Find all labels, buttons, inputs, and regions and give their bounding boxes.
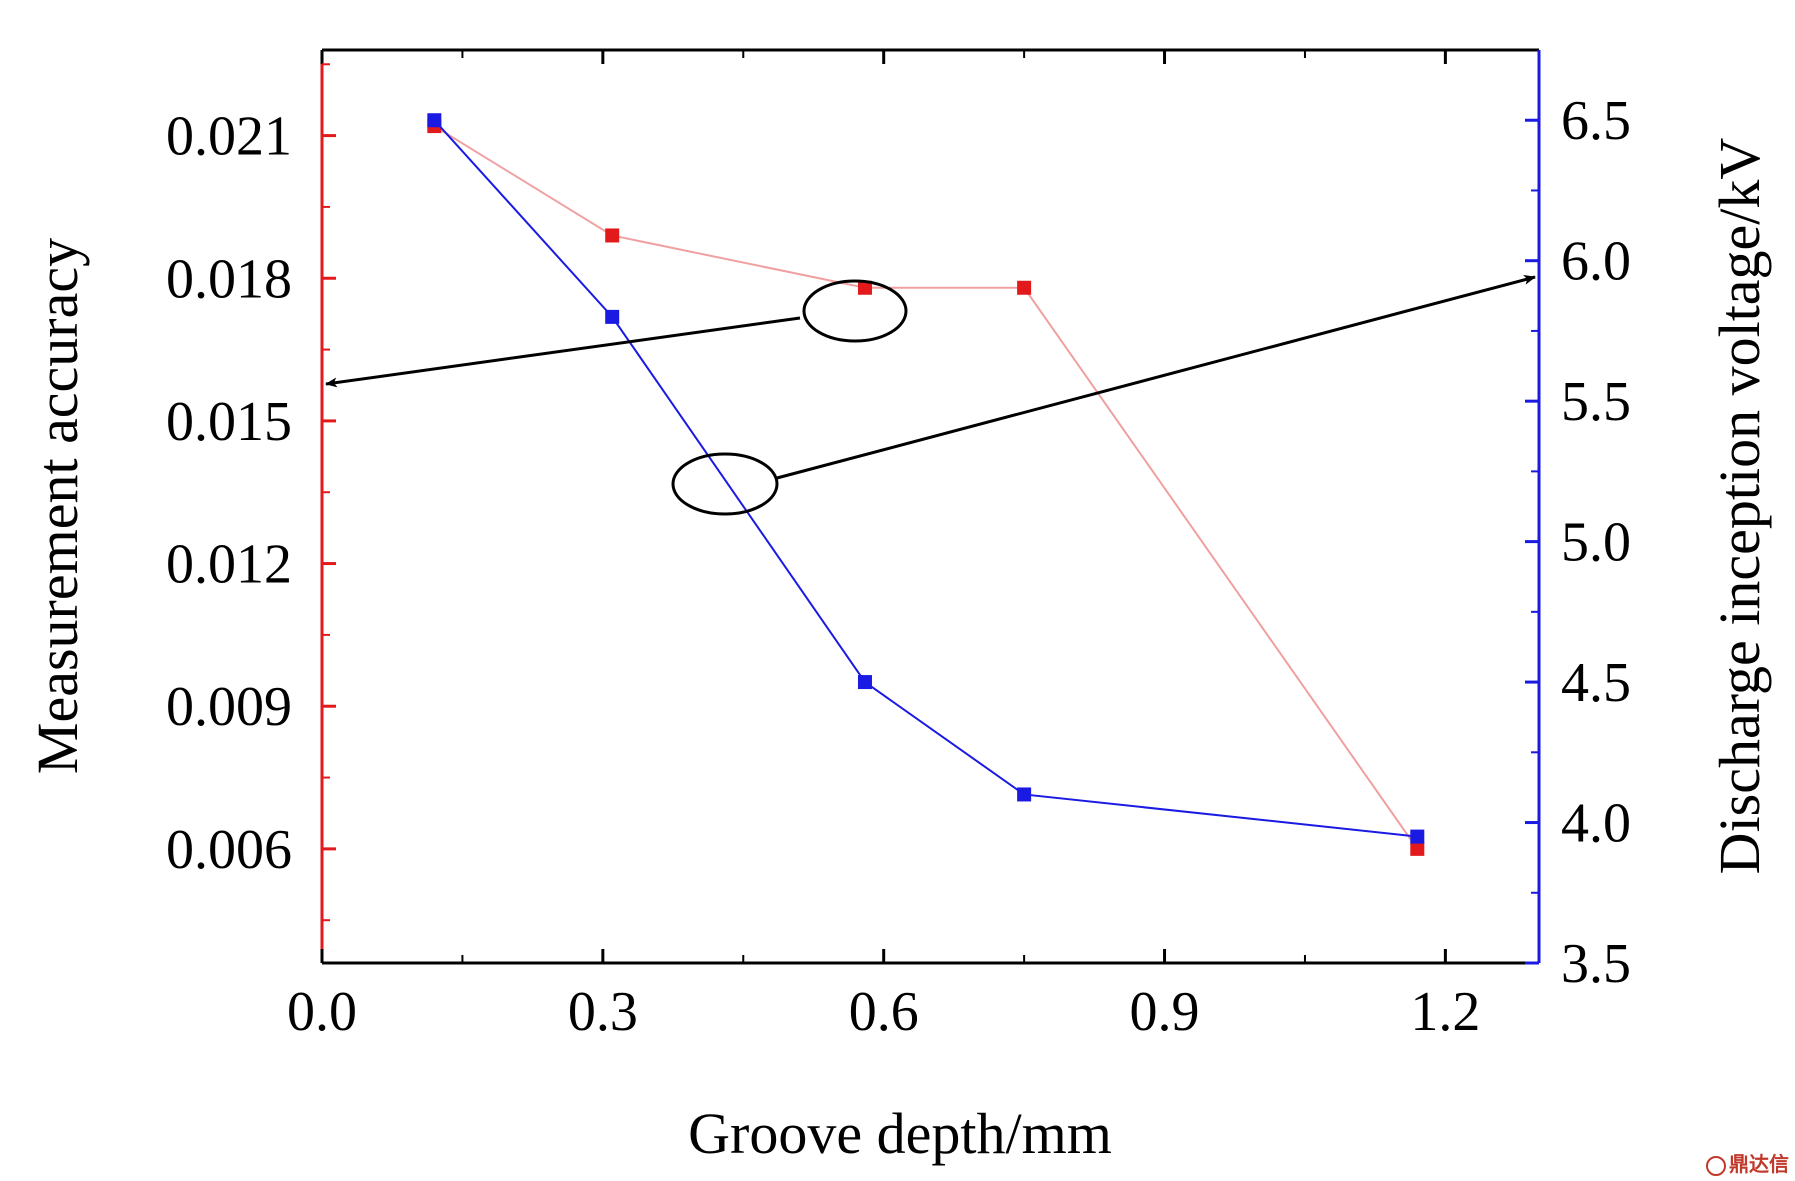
y-right-tick-label: 3.5	[1561, 933, 1631, 995]
x-tick-label: 0.0	[287, 981, 357, 1043]
x-tick-label: 0.9	[1130, 981, 1200, 1043]
y-right-tick-label: 5.5	[1561, 371, 1631, 433]
annotation-ellipse-left	[802, 279, 908, 343]
annotation-arrow-right	[776, 274, 1536, 480]
data-point-left	[1017, 280, 1032, 295]
y-left-tick-label: 0.015	[166, 391, 292, 453]
y-right-axis-ticks: 3.5 4.0 4.5 5.0 5.5 6.0 6.5	[1525, 90, 1631, 995]
series-line-left	[433, 125, 1419, 850]
y-left-tick-label: 0.009	[166, 676, 292, 738]
y-right-tick-label: 4.0	[1561, 793, 1631, 855]
data-point-right	[1017, 787, 1032, 802]
y-left-tick-label: 0.021	[166, 106, 292, 168]
annotation-arrow-left	[325, 316, 801, 388]
series-layer	[427, 113, 1425, 856]
y-right-tick-label: 6.0	[1561, 231, 1631, 293]
data-point-right	[427, 113, 442, 128]
y-left-tick-label: 0.018	[166, 248, 292, 310]
y-left-tick-label: 0.006	[166, 819, 292, 881]
data-point-right	[1410, 829, 1425, 844]
data-point-left	[857, 280, 872, 295]
data-point-right	[857, 675, 872, 690]
y-left-tick-label: 0.012	[166, 534, 292, 596]
data-point-right	[605, 309, 620, 324]
y-right-tick-label: 6.5	[1561, 90, 1631, 152]
annotation-ellipse-right	[671, 452, 779, 516]
y-right-tick-label: 5.0	[1561, 512, 1631, 574]
x-tick-label: 0.6	[849, 981, 919, 1043]
annotation-left	[325, 279, 908, 388]
series-line-right	[433, 119, 1418, 838]
watermark-text: 鼎达信	[1729, 1152, 1789, 1176]
y-left-axis-title: Measurement accuracy	[25, 238, 90, 774]
watermark-logo-icon	[1706, 1155, 1726, 1176]
y-right-axis-title: Discharge inception voltage/kV	[1707, 138, 1772, 875]
watermark: 鼎达信	[1706, 1148, 1789, 1177]
y-left-axis-ticks: 0.006 0.009 0.012 0.015 0.018 0.021	[166, 63, 336, 922]
x-tick-label: 1.2	[1410, 981, 1480, 1043]
x-axis-ticks: 0.0 0.3 0.6 0.9 1.2	[287, 50, 1480, 1043]
data-point-left	[1410, 841, 1425, 856]
y-right-tick-label: 4.5	[1561, 652, 1631, 714]
annotation-right	[671, 274, 1536, 516]
data-point-left	[605, 228, 620, 243]
x-axis-title: Groove depth/mm	[688, 1101, 1112, 1166]
x-tick-label: 0.3	[568, 981, 638, 1043]
